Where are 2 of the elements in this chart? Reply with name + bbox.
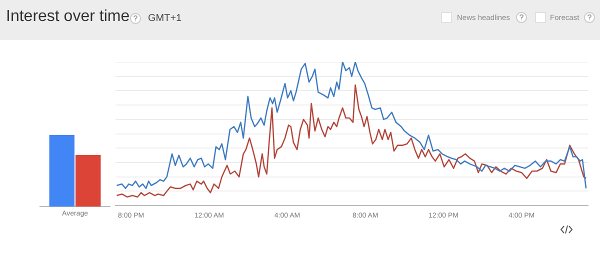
text: GMT+1 [148,13,182,24]
text: Interest over time [6,8,130,26]
